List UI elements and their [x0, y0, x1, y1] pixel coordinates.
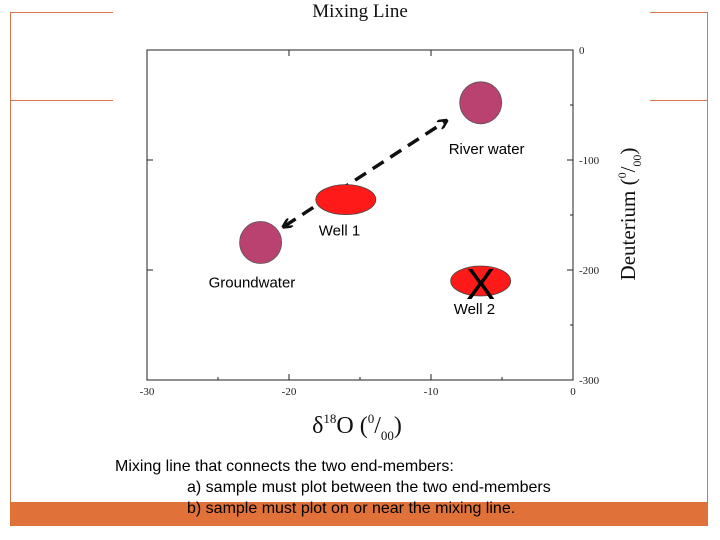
bottom-accent-band	[10, 502, 708, 526]
data-points: River water Groundwater Well 1 Well 2X	[209, 81, 525, 318]
frame-line-mid-left	[10, 100, 113, 101]
caption-line-2: a) sample must plot between the two end-…	[187, 479, 551, 496]
y-tick-label: -200	[579, 265, 600, 277]
x-axis-label: δ18O (0/00)	[312, 411, 402, 443]
frame-line-right	[707, 12, 708, 526]
caption: Mixing line that connects the two end-me…	[115, 456, 675, 519]
x-tick-label: -30	[140, 386, 155, 398]
mixing-line-layer	[285, 122, 445, 227]
point-well-1	[315, 184, 377, 216]
x-tick-label: -10	[424, 386, 439, 398]
y-tick-label: 0	[579, 45, 585, 57]
plot-frame	[146, 49, 574, 381]
point-well-2	[450, 265, 512, 297]
point-river-water	[459, 81, 503, 125]
y-axis-ticks: 0 -100 -200 -300	[147, 45, 600, 387]
frame-line-top-right	[650, 12, 708, 13]
plot-axes	[146, 49, 574, 381]
marker-well-2: X	[466, 260, 495, 309]
caption-line-1: Mixing line that connects the two end-me…	[115, 458, 454, 475]
point-groundwater	[239, 221, 283, 264]
label-groundwater: Groundwater	[209, 275, 296, 292]
frame-line-top-left	[10, 12, 113, 13]
chart-title: Mixing Line	[312, 1, 408, 22]
y-axis-label: Deuterium (0/00)	[615, 148, 644, 281]
mixing-line-arrow	[285, 122, 445, 227]
caption-line-3: b) sample must plot on or near the mixin…	[187, 500, 516, 517]
y-tick-label: -300	[579, 375, 600, 387]
label-well-2: Well 2	[454, 301, 495, 318]
frame-line-mid-right	[650, 100, 708, 101]
x-tick-label: -20	[282, 386, 297, 398]
y-tick-label: -100	[579, 155, 600, 167]
x-tick-label: 0	[570, 386, 576, 398]
axis-labels: δ18O (0/00) Deuterium (0/00)	[312, 148, 644, 443]
label-well-1: Well 1	[319, 223, 360, 240]
mixing-line-chart: Mixing Line -30 -20 -10 0 0-100-200-300 Riv…	[140, 1, 644, 443]
frame-line-left	[10, 12, 11, 526]
x-axis-ticks: -30 -20 -10 0	[140, 50, 576, 398]
label-river-water: River water	[449, 141, 525, 158]
